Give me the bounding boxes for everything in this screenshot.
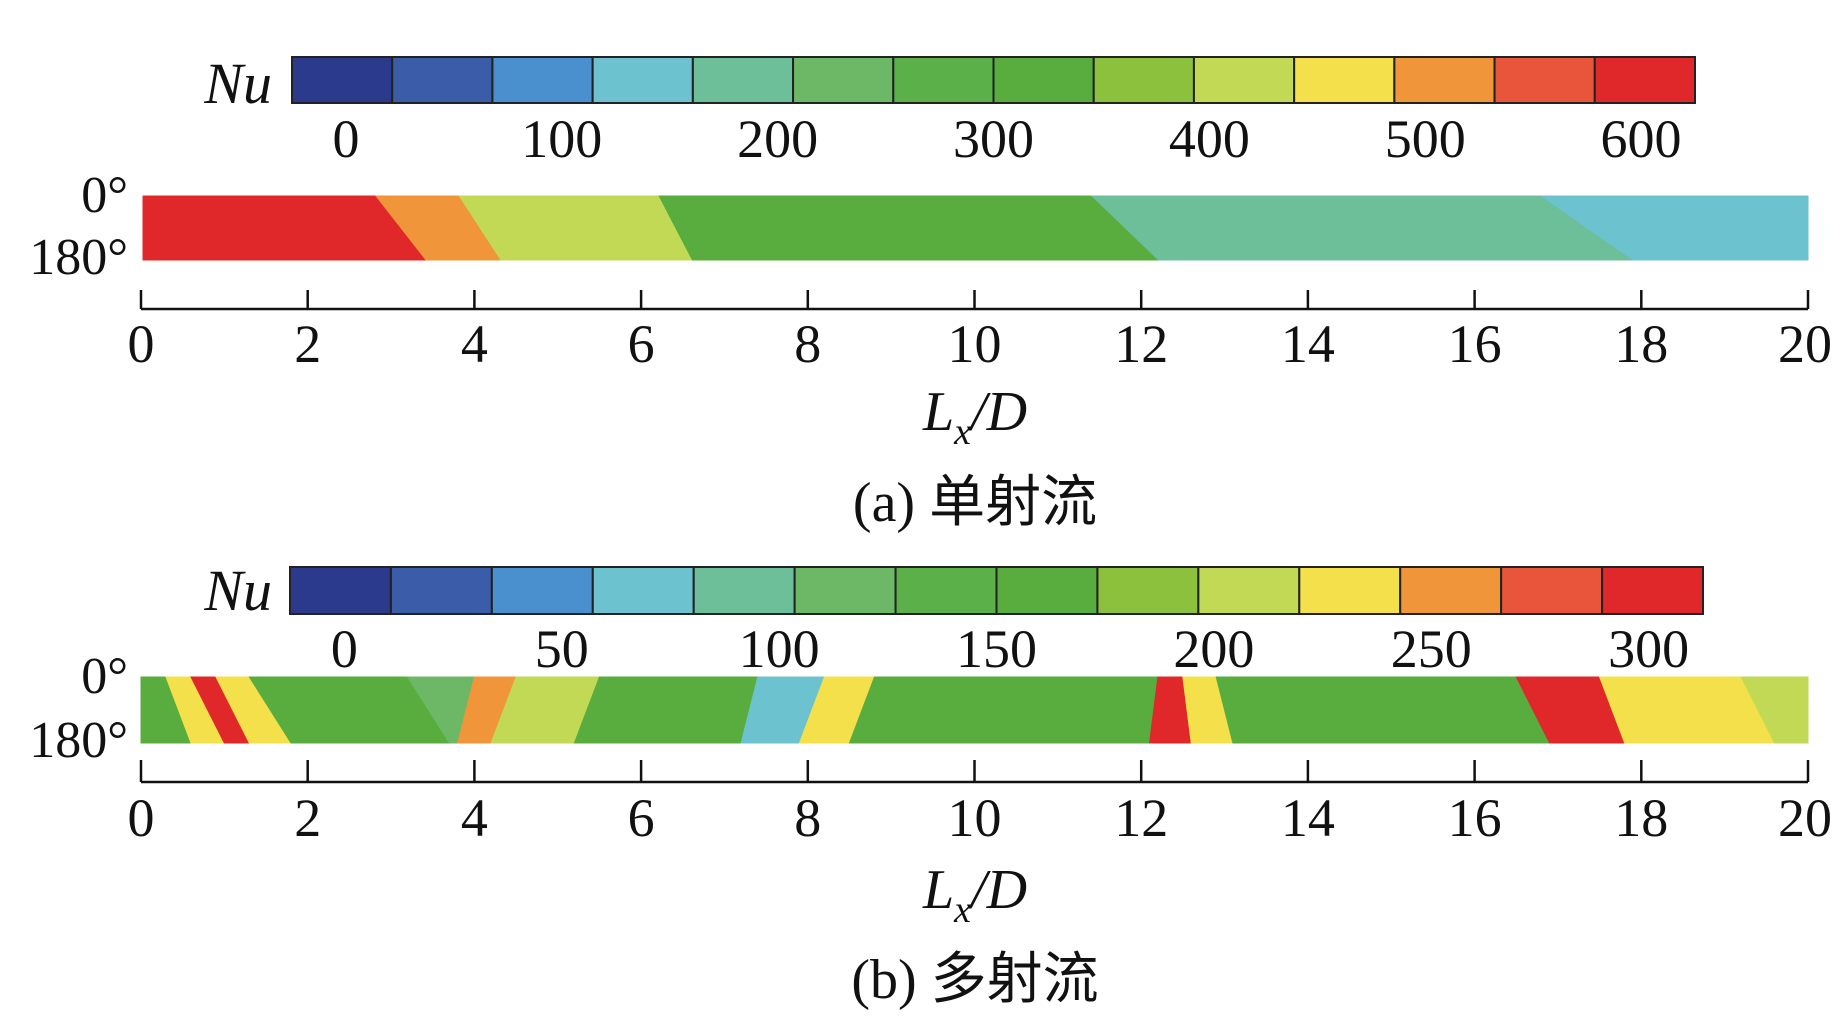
colorbar-tick-label-a-3: 300 — [953, 109, 1034, 169]
heat-field-a — [142, 195, 1809, 261]
colorbar-swatch-a-4 — [691, 56, 795, 104]
field-band-b-11 — [848, 676, 1159, 744]
colorbar-tick-label-a-4: 400 — [1169, 109, 1250, 169]
colorbar-ticks-a: 0 100 200 300 400 500 600 — [332, 109, 1681, 169]
colorbar-tick-label-b-1: 50 — [535, 619, 589, 679]
x-tick-label-b-7: 14 — [1281, 788, 1335, 848]
colorbar-b — [289, 566, 1704, 615]
colorbar-swatch-b-9 — [1197, 566, 1301, 615]
x-tick-label-a-2: 4 — [461, 314, 488, 374]
colorbar-title-b: Nu — [203, 558, 272, 623]
y-label-180deg-b: 180° — [29, 712, 128, 769]
colorbar-tick-label-b-2: 100 — [739, 619, 820, 679]
x-tick-label-a-5: 10 — [948, 314, 1002, 374]
x-tick-label-b-0: 0 — [128, 788, 155, 848]
colorbar-swatch-a-9 — [1192, 56, 1296, 104]
colorbar-swatch-b-10 — [1298, 566, 1402, 615]
x-axis-label-a: Lx/D — [922, 381, 1027, 453]
colorbar-tick-label-a-5: 500 — [1385, 109, 1466, 169]
colorbar-swatch-b-8 — [1096, 566, 1200, 615]
colorbar-swatch-a-7 — [992, 56, 1095, 104]
x-tick-label-b-10: 20 — [1778, 788, 1832, 848]
colorbar-tick-label-b-3: 150 — [956, 619, 1037, 679]
x-tick-label-a-4: 8 — [794, 314, 821, 374]
x-tick-label-a-8: 16 — [1448, 314, 1502, 374]
colorbar-swatch-a-10 — [1293, 56, 1396, 104]
colorbar-swatch-a-5 — [792, 56, 895, 104]
colorbar-ticks-b: 0 50 100 150 200 250 300 — [331, 619, 1689, 679]
panel-a: Nu 0 100 200 300 400 500 600 0° 180° 0 2 4 6 8 10 12… — [29, 51, 1832, 534]
colorbar-swatch-a-2 — [491, 56, 594, 104]
heat-field-b — [140, 676, 1809, 744]
x-axis-b: 0 2 4 6 8 10 12 14 16 18 20 — [128, 760, 1832, 848]
colorbar-swatch-b-5 — [793, 566, 897, 615]
field-band-a-5 — [1540, 195, 1809, 261]
colorbar-tick-label-a-2: 200 — [737, 109, 818, 169]
colorbar-swatch-b-6 — [894, 566, 998, 615]
colorbar-tick-label-a-1: 100 — [521, 109, 602, 169]
x-tick-label-a-3: 6 — [628, 314, 655, 374]
x-tick-label-a-1: 2 — [294, 314, 321, 374]
x-tick-label-b-3: 6 — [628, 788, 655, 848]
field-band-b-17 — [1740, 676, 1809, 744]
colorbar-swatch-b-3 — [591, 566, 695, 615]
panel-label-a: (a) 单射流 — [853, 472, 1097, 534]
field-band-a-2 — [458, 195, 694, 261]
x-tick-label-b-6: 12 — [1114, 788, 1168, 848]
colorbar-tick-label-b-0: 0 — [331, 619, 358, 679]
field-band-b-8 — [573, 676, 759, 744]
colorbar-swatch-b-2 — [490, 566, 594, 615]
panel-b: Nu 0 50 100 150 200 250 300 0° 180° 0 2 4 6 8 10 12 1… — [29, 558, 1832, 1011]
colorbar-swatch-a-8 — [1092, 56, 1195, 104]
colorbar-tick-label-a-0: 0 — [332, 109, 359, 169]
x-tick-label-b-9: 18 — [1614, 788, 1668, 848]
colorbar-swatch-b-12 — [1500, 566, 1604, 615]
x-tick-label-b-2: 4 — [461, 788, 488, 848]
x-tick-label-b-8: 16 — [1448, 788, 1502, 848]
colorbar-swatch-b-13 — [1601, 566, 1704, 615]
colorbar-swatch-b-0 — [289, 566, 392, 615]
field-band-a-3 — [658, 195, 1160, 261]
x-tick-label-a-6: 12 — [1114, 314, 1168, 374]
colorbar-swatch-b-11 — [1399, 566, 1503, 615]
colorbar-tick-label-b-6: 300 — [1608, 619, 1689, 679]
colorbar-tick-label-b-4: 200 — [1173, 619, 1254, 679]
x-tick-label-a-9: 18 — [1614, 314, 1668, 374]
colorbar-tick-label-b-5: 250 — [1391, 619, 1472, 679]
x-tick-label-a-7: 14 — [1281, 314, 1335, 374]
colorbar-tick-label-a-6: 600 — [1601, 109, 1682, 169]
x-tick-label-a-10: 20 — [1778, 314, 1832, 374]
colorbar-a — [291, 56, 1697, 104]
colorbar-swatch-a-13 — [1593, 56, 1697, 104]
x-tick-label-b-4: 8 — [794, 788, 821, 848]
x-axis-a: 0 2 4 6 8 10 12 14 16 18 20 — [128, 290, 1832, 374]
colorbar-title-a: Nu — [203, 51, 272, 116]
y-label-180deg-a: 180° — [29, 229, 128, 286]
colorbar-swatch-a-6 — [892, 56, 995, 104]
x-axis-label-b: Lx/D — [922, 859, 1027, 931]
field-band-b-14 — [1215, 676, 1551, 744]
field-band-a-4 — [1090, 195, 1635, 261]
colorbar-swatch-b-1 — [389, 566, 493, 615]
y-label-0deg-b: 0° — [81, 648, 128, 705]
panel-label-b: (b) 多射流 — [851, 949, 1098, 1011]
colorbar-swatch-a-3 — [591, 56, 694, 104]
x-tick-label-b-5: 10 — [948, 788, 1002, 848]
colorbar-swatch-a-0 — [291, 56, 394, 104]
colorbar-swatch-a-1 — [391, 56, 494, 104]
colorbar-swatch-a-11 — [1393, 56, 1496, 104]
x-tick-label-a-0: 0 — [128, 314, 155, 374]
x-tick-label-b-1: 2 — [294, 788, 321, 848]
colorbar-swatch-a-12 — [1493, 56, 1596, 104]
colorbar-swatch-b-7 — [995, 566, 1099, 615]
colorbar-swatch-b-4 — [692, 566, 796, 615]
y-label-0deg-a: 0° — [81, 167, 128, 224]
